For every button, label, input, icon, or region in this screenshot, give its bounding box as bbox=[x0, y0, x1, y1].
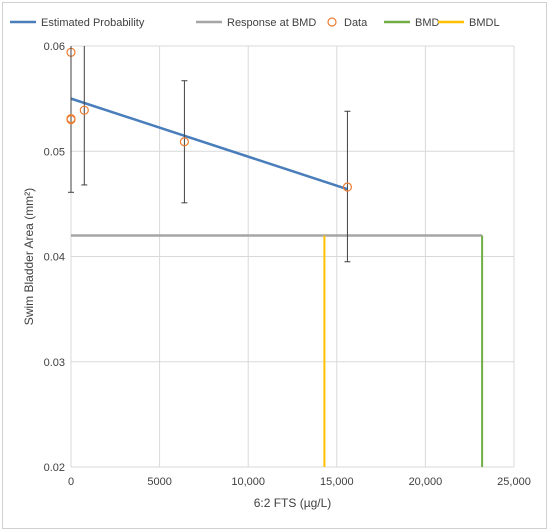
x-tick-label: 20,000 bbox=[409, 476, 443, 488]
legend-label: Response at BMD bbox=[227, 17, 316, 29]
legend-label: BMDL bbox=[469, 17, 500, 29]
y-tick-label: 0.05 bbox=[44, 146, 65, 158]
x-axis-label: 6:2 FTS (µg/L) bbox=[254, 496, 332, 510]
legend-label: Estimated Probability bbox=[41, 17, 145, 29]
y-axis-label: Swim Bladder Area (mm²) bbox=[22, 188, 36, 325]
x-tick-label: 5000 bbox=[147, 476, 171, 488]
data-point bbox=[66, 115, 76, 125]
y-tick-labels: 0.02 0.03 0.04 0.05 0.06 bbox=[44, 41, 65, 474]
grid bbox=[70, 45, 515, 468]
data-point bbox=[342, 182, 353, 192]
y-tick-label: 0.04 bbox=[44, 252, 65, 264]
y-tick-label: 0.03 bbox=[44, 357, 65, 369]
y-tick-label: 0.02 bbox=[44, 462, 65, 474]
legend-label: BMD bbox=[415, 17, 440, 29]
x-tick-label: 25,000 bbox=[497, 476, 531, 488]
x-tick-label: 0 bbox=[68, 476, 74, 488]
estimated-probability-line bbox=[70, 97, 348, 191]
plot-area bbox=[66, 46, 484, 467]
x-tick-labels: 0 5000 10,000 15,000 20,000 25,000 bbox=[68, 476, 531, 488]
data-point bbox=[79, 105, 89, 115]
legend: Estimated Probability Response at BMD Data… bbox=[10, 17, 500, 29]
x-tick-label: 10,000 bbox=[231, 476, 265, 488]
y-tick-label: 0.06 bbox=[44, 41, 65, 53]
data-point bbox=[179, 137, 190, 147]
x-tick-label: 15,000 bbox=[320, 476, 354, 488]
legend-swatch bbox=[327, 17, 337, 27]
legend-label: Data bbox=[344, 17, 368, 29]
